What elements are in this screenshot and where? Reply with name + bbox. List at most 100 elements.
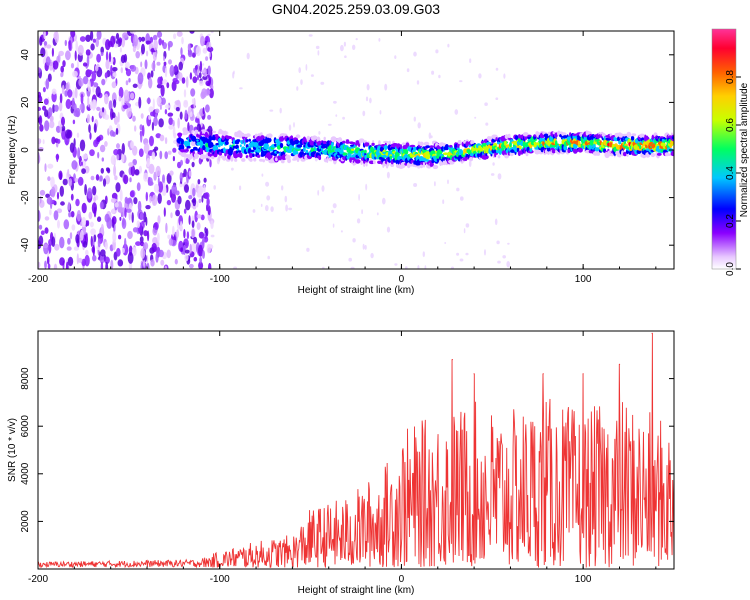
heatmap-cell: [72, 70, 78, 78]
heatmap-cell: [99, 201, 104, 210]
heatmap-cell: [72, 89, 76, 101]
heatmap-cell: [162, 174, 165, 184]
y-tick-label: 40: [20, 49, 31, 61]
heatmap-cell: [121, 247, 125, 254]
heatmap-cell: [122, 104, 129, 110]
heatmap-cell: [492, 162, 495, 166]
heatmap-cell: [410, 163, 413, 167]
heatmap-cell: [180, 152, 187, 158]
heatmap-cell: [141, 125, 145, 137]
heatmap-cell: [65, 82, 69, 91]
heatmap-cell: [206, 243, 211, 254]
heatmap-cell: [596, 152, 601, 156]
heatmap-cell: [46, 256, 50, 265]
heatmap-cell: [113, 99, 117, 108]
heatmap-cell: [128, 78, 131, 83]
heatmap-cell: [350, 148, 355, 151]
heatmap-cell: [237, 150, 242, 153]
heatmap-cell: [78, 77, 84, 87]
heatmap-cell: [136, 220, 141, 228]
heatmap-cell: [143, 259, 146, 269]
heatmap-cell: [155, 133, 162, 139]
heatmap-cell: [124, 196, 128, 204]
heatmap-cell: [160, 84, 165, 97]
heatmap-cell: [497, 173, 502, 180]
heatmap-cell: [406, 162, 411, 169]
heatmap-cell: [145, 40, 151, 45]
heatmap-cell: [176, 229, 180, 239]
heatmap-cell: [135, 241, 142, 247]
heatmap-cell: [143, 242, 149, 250]
heatmap-cell: [567, 149, 571, 153]
heatmap-cell: [376, 212, 379, 216]
heatmap-cell: [478, 145, 482, 148]
heatmap-cell: [181, 77, 186, 84]
heatmap-cell: [480, 141, 485, 144]
spectrogram-x-tick-labels: -200 -100 0 100: [28, 274, 592, 285]
heatmap-cell: [86, 114, 91, 124]
heatmap-cell: [46, 44, 52, 49]
heatmap-cell: [138, 148, 144, 157]
heatmap-cell: [447, 179, 449, 185]
heatmap-cell: [422, 161, 426, 168]
heatmap-cell: [186, 145, 191, 149]
heatmap-cell: [158, 118, 164, 128]
heatmap-cell: [370, 252, 374, 259]
heatmap-cell: [168, 43, 170, 51]
y-tick-label: 4000: [20, 462, 31, 485]
heatmap-cell: [513, 140, 518, 146]
heatmap-cell: [119, 47, 122, 53]
heatmap-cell: [75, 234, 80, 244]
heatmap-cell: [104, 114, 110, 120]
heatmap-cell: [61, 84, 65, 95]
heatmap-cell: [67, 256, 74, 267]
heatmap-cell: [444, 242, 447, 244]
heatmap-cell: [117, 201, 123, 213]
heatmap-cell: [80, 161, 83, 166]
heatmap-cell: [203, 177, 207, 183]
heatmap-cell: [252, 153, 255, 157]
heatmap-cell: [197, 74, 199, 81]
heatmap-cell: [105, 59, 110, 70]
heatmap-cell: [132, 83, 138, 89]
heatmap-cell: [589, 139, 595, 146]
heatmap-cell: [165, 104, 170, 109]
heatmap-cell: [65, 261, 69, 269]
heatmap-cell: [451, 266, 454, 269]
heatmap-cell: [140, 247, 146, 259]
heatmap-cell: [190, 186, 193, 198]
heatmap-cell: [59, 123, 62, 134]
heatmap-cell: [185, 76, 189, 88]
heatmap-cell: [172, 147, 177, 153]
heatmap-cell: [100, 46, 104, 54]
heatmap-cell: [172, 156, 175, 162]
heatmap-cell: [361, 209, 363, 215]
heatmap-cell: [389, 155, 393, 159]
heatmap-cell: [62, 178, 68, 186]
heatmap-cell: [326, 157, 329, 162]
heatmap-cell: [256, 154, 261, 158]
heatmap-cell: [344, 55, 347, 58]
heatmap-cell: [85, 49, 91, 56]
heatmap-cell: [468, 160, 472, 168]
heatmap-cell: [47, 163, 54, 169]
heatmap-cell: [123, 89, 130, 102]
colorbar-ticks: 0.0 0.2 0.4 0.6 0.8: [725, 70, 741, 276]
heatmap-cell: [76, 253, 79, 265]
heatmap-cell: [303, 146, 306, 152]
heatmap-cell: [100, 261, 104, 269]
heatmap-cell: [204, 227, 207, 233]
heatmap-cell: [519, 145, 522, 150]
heatmap-cell: [190, 88, 196, 97]
heatmap-cell: [342, 116, 345, 120]
heatmap-cell: [85, 34, 91, 42]
heatmap-cell: [515, 135, 519, 141]
heatmap-cell: [248, 138, 251, 142]
heatmap-cell: [488, 136, 492, 142]
heatmap-cell: [140, 113, 144, 119]
snr-ticks: [37, 331, 674, 569]
heatmap-cell: [236, 139, 241, 143]
heatmap-cell: [318, 131, 321, 135]
heatmap-cell: [383, 140, 389, 144]
heatmap-cell: [141, 36, 146, 42]
